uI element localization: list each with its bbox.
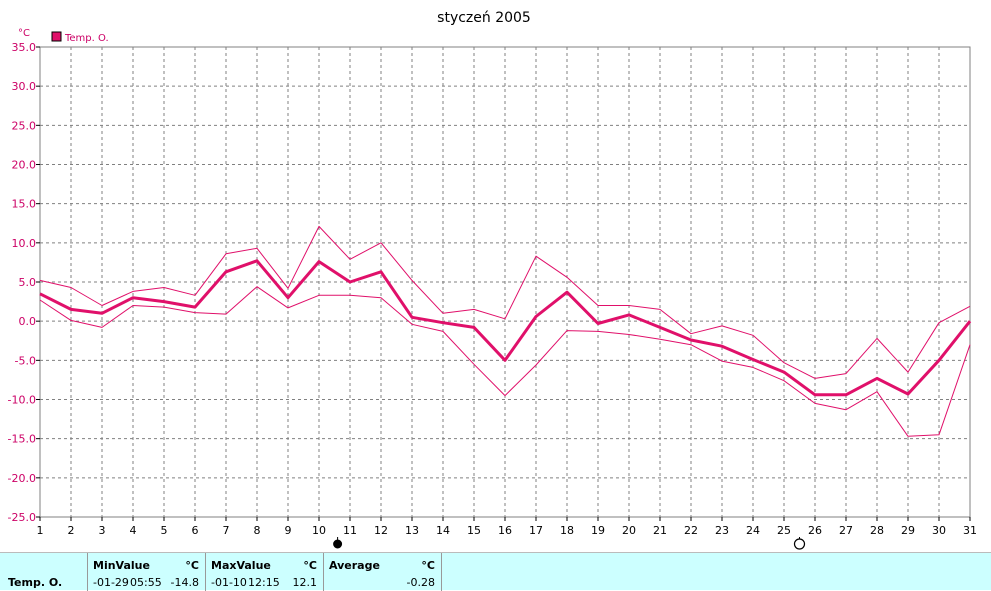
y-tick-label: 30.0 [12, 80, 37, 93]
x-axis: 1 2 3 4 5 6 7 8 9 10 11 12 13 14 15 16 17 18 19 20 21 22 23 24 2… [37, 517, 977, 537]
min-cell: MinValue °C -01-29 05:55 -14.8 [88, 553, 206, 591]
moon-phases [333, 537, 806, 550]
x-tick-label: 20 [622, 524, 636, 537]
max-value: 12.1 [292, 576, 318, 589]
x-tick-label: 28 [870, 524, 884, 537]
y-tick-label: 35.0 [12, 41, 37, 54]
row-label: Temp. O. [8, 576, 63, 589]
chart-title: styczeń 2005 [437, 10, 531, 26]
min-time: 05:55 [130, 576, 162, 589]
new-moon-icon [793, 538, 806, 550]
x-tick-label: 5 [161, 524, 168, 537]
x-tick-label: 27 [839, 524, 853, 537]
full-moon-icon [333, 539, 343, 549]
summary-table: Temp. O. MinValue °C -01-29 05:55 -14.8 … [0, 552, 991, 591]
x-tick-label: 2 [68, 524, 75, 537]
y-axis: 35.0 30.0 25.0 20.0 15.0 10.0 5.0 0.0 -5.0 -10.0 -… [8, 41, 40, 524]
min-header: MinValue [93, 559, 150, 572]
x-tick-label: 15 [467, 524, 481, 537]
y-tick-label: 25.0 [12, 119, 37, 132]
avg-header: Average [329, 559, 380, 572]
max-time: 12:15 [248, 576, 280, 589]
x-tick-label: 22 [684, 524, 698, 537]
y-tick-label: -5.0 [15, 354, 36, 367]
x-tick-label: 13 [405, 524, 419, 537]
x-tick-label: 31 [963, 524, 977, 537]
x-tick-label: 9 [285, 524, 292, 537]
row-label-cell: Temp. O. [0, 553, 88, 591]
x-tick-label: 8 [254, 524, 261, 537]
y-tick-label: 0.0 [19, 315, 37, 328]
x-tick-label: 4 [130, 524, 137, 537]
x-tick-label: 14 [436, 524, 450, 537]
x-tick-label: 17 [529, 524, 543, 537]
x-tick-label: 12 [374, 524, 388, 537]
y-unit-label: °C [18, 28, 30, 39]
x-tick-label: 16 [498, 524, 512, 537]
x-tick-label: 10 [312, 524, 326, 537]
y-tick-label: -20.0 [8, 472, 36, 485]
x-tick-label: 1 [37, 524, 44, 537]
temperature-chart: styczeń 2005 °C Temp. O. 35.030.025.020.… [8, 10, 977, 550]
x-tick-label: 19 [591, 524, 605, 537]
avg-cell: Average °C -0.28 [324, 553, 442, 591]
y-tick-label: 5.0 [19, 276, 37, 289]
y-tick-label: -10.0 [8, 394, 36, 407]
x-tick-label: 26 [808, 524, 822, 537]
x-tick-label: 6 [192, 524, 199, 537]
y-tick-label: -25.0 [8, 511, 36, 524]
series-lines [39, 225, 972, 437]
min-value: -14.8 [170, 576, 199, 589]
y-tick-label: 10.0 [12, 237, 37, 250]
x-tick-label: 30 [932, 524, 946, 537]
x-tick-label: 11 [343, 524, 357, 537]
x-tick-label: 25 [777, 524, 791, 537]
x-tick-label: 3 [99, 524, 106, 537]
max-unit: °C [303, 559, 317, 572]
x-tick-label: 24 [746, 524, 760, 537]
x-tick-label: 23 [715, 524, 729, 537]
x-tick-label: 7 [223, 524, 230, 537]
x-tick-label: 21 [653, 524, 667, 537]
max-cell: MaxValue °C -01-10 12:15 12.1 [206, 553, 324, 591]
x-tick-label: 29 [901, 524, 915, 537]
legend-swatch [51, 31, 62, 42]
min-date: -01-29 [93, 576, 129, 589]
y-tick-label: 15.0 [12, 198, 37, 211]
min-unit: °C [185, 559, 199, 572]
grid-lines [40, 47, 970, 517]
avg-value: -0.28 [406, 576, 435, 589]
avg-unit: °C [421, 559, 435, 572]
x-tick-label: 18 [560, 524, 574, 537]
y-tick-label: -15.0 [8, 433, 36, 446]
legend-label: Temp. O. [64, 33, 109, 44]
series-line-min [39, 286, 971, 437]
max-date: -01-10 [211, 576, 247, 589]
series-line-average [39, 259, 972, 397]
series-line-max [39, 225, 971, 379]
y-tick-label: 20.0 [12, 159, 37, 172]
max-header: MaxValue [211, 559, 271, 572]
